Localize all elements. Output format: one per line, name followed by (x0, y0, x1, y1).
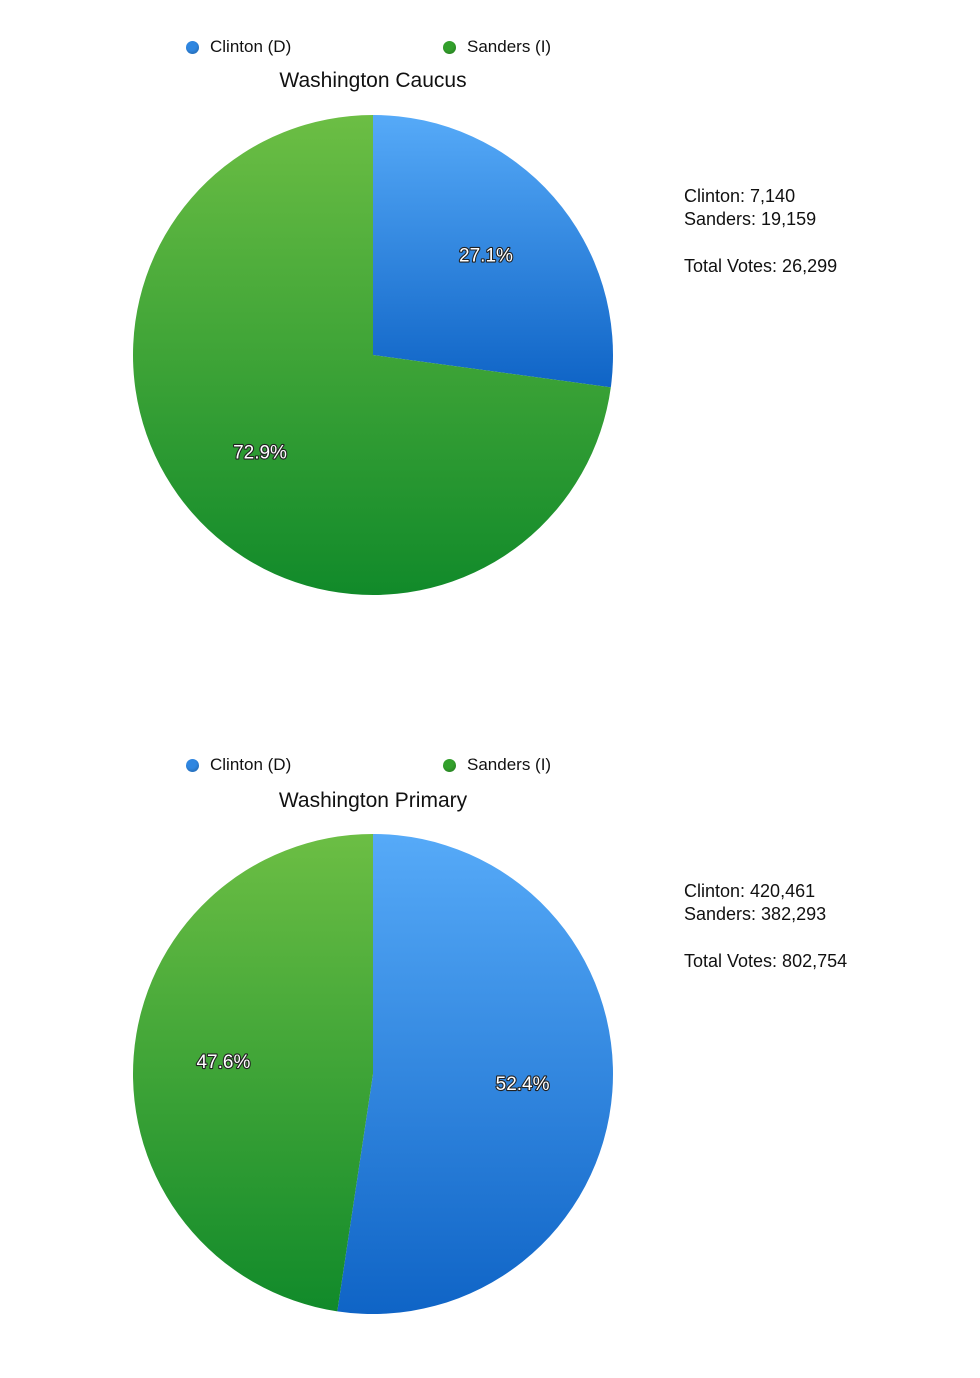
chart-legend: Clinton (D) Sanders (I) (0, 36, 980, 58)
pie-chart: 27.1% 72.9% (133, 115, 613, 595)
stat-sanders: Sanders: 19,159 (684, 209, 817, 229)
chart-title: Washington Primary (278, 789, 468, 812)
legend-swatch-sanders (443, 758, 456, 772)
legend-swatch-clinton (186, 40, 199, 54)
legend-swatch-clinton (186, 758, 199, 772)
legend-item-sanders: Sanders (I) (443, 36, 551, 58)
stat-total: Total Votes: 26,299 (684, 256, 838, 276)
chart-title: Washington Caucus (279, 69, 467, 92)
legend-swatch-sanders (443, 40, 456, 54)
legend-item-clinton: Clinton (D) (186, 754, 291, 776)
stat-clinton: Clinton: 7,140 (684, 186, 796, 206)
legend-label-sanders: Sanders (I) (467, 755, 552, 774)
slice-label-clinton: 27.1% (459, 245, 513, 266)
pie-chart: 52.4% 47.6% (132, 834, 613, 1314)
slice-sanders (133, 115, 611, 595)
slice-label-sanders: 72.9% (233, 443, 287, 464)
legend-item-sanders: Sanders (I) (443, 754, 551, 776)
stat-sanders: Sanders: 382,293 (684, 904, 827, 924)
slice-label-sanders: 47.6% (196, 1052, 250, 1073)
slice-label-clinton: 52.4% (496, 1074, 550, 1095)
legend-item-clinton: Clinton (D) (186, 36, 291, 58)
slice-clinton (337, 834, 613, 1314)
vote-stats: Clinton: 420,461 Sanders: 382,293 Total … (684, 880, 847, 973)
stat-clinton: Clinton: 420,461 (684, 881, 816, 901)
slice-clinton (373, 115, 613, 388)
legend-label-clinton: Clinton (D) (210, 755, 292, 774)
caucus-chart: Clinton (D) Sanders (I) Washington Caucu… (0, 0, 980, 660)
slice-sanders (132, 834, 373, 1312)
primary-chart: Clinton (D) Sanders (I) Washington Prima… (0, 718, 980, 1378)
vote-stats: Clinton: 7,140 Sanders: 19,159 Total Vot… (684, 185, 837, 278)
legend-label-clinton: Clinton (D) (210, 37, 292, 56)
chart-legend: Clinton (D) Sanders (I) (0, 754, 980, 776)
legend-label-sanders: Sanders (I) (467, 37, 552, 56)
stat-total: Total Votes: 802,754 (684, 951, 848, 971)
